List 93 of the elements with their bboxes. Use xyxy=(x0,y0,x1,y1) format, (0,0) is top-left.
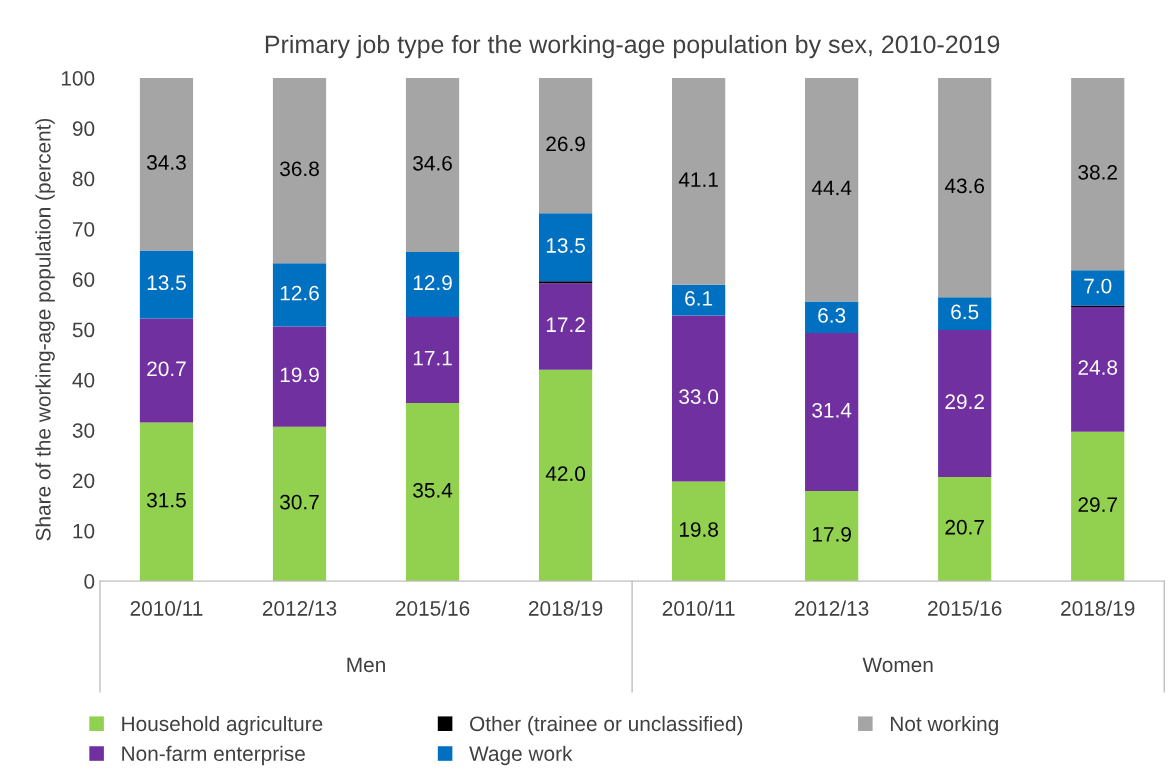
y-tick-label: 40 xyxy=(72,372,95,388)
data-label: 17.2 xyxy=(546,317,585,332)
data-label: 36.8 xyxy=(280,161,319,177)
bar xyxy=(538,281,593,284)
y-tick-label: 100 xyxy=(61,71,95,86)
legend-label: Non-farm enterprise xyxy=(122,745,305,766)
data-label: 7.0 xyxy=(1084,278,1112,294)
data-label: 42.0 xyxy=(545,466,586,482)
bar xyxy=(938,78,992,298)
data-label: 19.8 xyxy=(679,522,718,537)
data-label: 20.7 xyxy=(945,519,984,535)
legend-label: Not working xyxy=(890,715,998,736)
bar xyxy=(139,318,194,423)
data-label: 6.3 xyxy=(818,308,846,323)
data-label: 34.3 xyxy=(147,155,186,170)
data-label: 19.9 xyxy=(280,367,319,383)
data-label: 29.7 xyxy=(1078,497,1117,512)
bar xyxy=(538,213,593,282)
data-label: 38.2 xyxy=(1078,164,1117,180)
x-tick-label: 2012/13 xyxy=(262,600,337,616)
y-tick-label: 30 xyxy=(72,423,95,438)
bar xyxy=(672,284,726,316)
data-label: 12.9 xyxy=(413,275,452,291)
bar xyxy=(139,78,194,251)
data-label: 6.5 xyxy=(951,304,979,320)
bar xyxy=(538,369,593,582)
y-axis-title: Share of the working-age population (percent) xyxy=(35,118,55,541)
y-tick-label: 10 xyxy=(73,523,95,539)
legend-label: Household agriculture xyxy=(122,715,323,736)
y-tick-label: 20 xyxy=(72,473,95,489)
legend-label: Wage work xyxy=(469,745,573,766)
bar xyxy=(272,426,327,582)
bar xyxy=(538,283,593,370)
x-tick-label: 2012/13 xyxy=(795,600,869,616)
text: Women xyxy=(862,657,933,673)
bar xyxy=(938,330,992,477)
bar xyxy=(805,333,859,492)
bar xyxy=(672,315,726,482)
bar xyxy=(139,422,194,582)
bar xyxy=(272,78,327,264)
data-label: 6.1 xyxy=(685,290,713,306)
bar xyxy=(1071,306,1125,432)
data-label: 33.0 xyxy=(679,389,719,405)
x-tick-label: 2010/11 xyxy=(662,600,735,616)
data-label: 34.6 xyxy=(413,155,452,171)
data-label: 13.5 xyxy=(546,238,585,253)
x-tick-label: 2015/16 xyxy=(928,600,1002,616)
data-label: 24.8 xyxy=(1078,360,1118,375)
data-label: 13.5 xyxy=(147,275,186,291)
x-tick-label: 2018/19 xyxy=(1061,600,1135,616)
data-label: 41.1 xyxy=(678,172,718,187)
y-tick-label: 50 xyxy=(72,322,95,338)
y-tick-label: 0 xyxy=(84,574,95,589)
data-label: 17.9 xyxy=(812,526,851,542)
bar xyxy=(1071,270,1125,306)
y-tick-label: 80 xyxy=(72,171,95,187)
bar xyxy=(938,297,992,331)
text: Men xyxy=(347,657,385,673)
data-label: 29.2 xyxy=(945,394,984,410)
bar xyxy=(1071,431,1125,582)
data-label: 17.1 xyxy=(413,351,452,366)
x-tick-label: 2018/19 xyxy=(528,600,603,616)
bar xyxy=(272,326,327,427)
bar xyxy=(405,403,460,582)
data-label: 26.9 xyxy=(546,136,585,152)
bar xyxy=(672,78,726,285)
y-tick-label: 90 xyxy=(72,121,95,137)
x-tick-label: 2010/11 xyxy=(130,600,203,616)
data-label: 30.7 xyxy=(280,494,319,510)
y-tick-label: 70 xyxy=(73,221,95,237)
chart-title: Primary job type for the working-age population by sex, 2010-2019 xyxy=(265,34,1000,59)
bar xyxy=(672,481,726,582)
data-label: 31.4 xyxy=(812,402,852,418)
legend-label: Other (trainee or unclassified) xyxy=(470,715,743,736)
data-label: 44.4 xyxy=(811,180,852,196)
bar xyxy=(405,78,460,253)
data-label: 12.6 xyxy=(280,285,319,301)
bar xyxy=(405,252,460,317)
bar xyxy=(538,78,593,214)
data-label: 43.6 xyxy=(944,178,985,194)
bar xyxy=(805,78,859,302)
bar xyxy=(805,491,859,582)
bar xyxy=(139,250,194,319)
data-label: 20.7 xyxy=(147,361,186,377)
bar xyxy=(938,476,992,582)
data-label: 31.5 xyxy=(147,492,186,508)
bar xyxy=(272,263,327,327)
x-tick-label: 2015/16 xyxy=(395,600,470,616)
bar xyxy=(1071,78,1125,271)
bar xyxy=(405,316,460,403)
bar xyxy=(805,301,859,334)
y-tick-label: 60 xyxy=(72,272,95,287)
data-label: 35.4 xyxy=(413,482,453,498)
